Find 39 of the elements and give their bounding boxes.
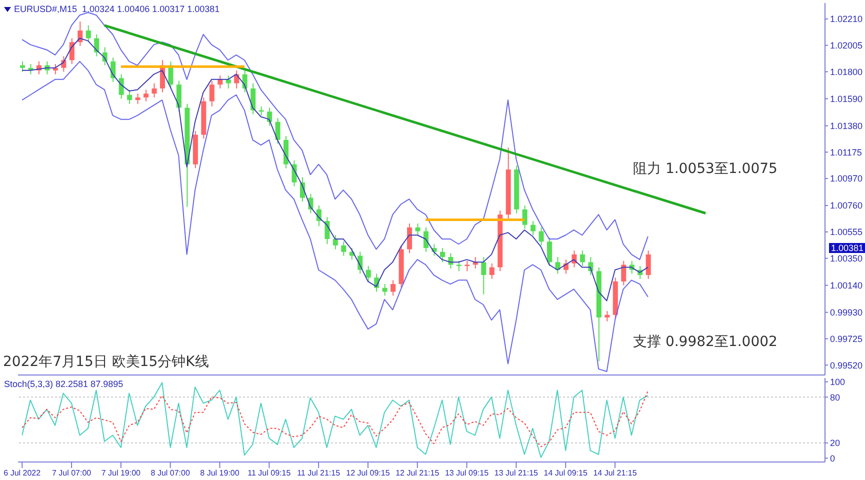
x-tick-label: 7 Jul 19:00 bbox=[101, 468, 142, 478]
line-series bbox=[22, 12, 648, 260]
y-tick-label: 0.99725 bbox=[830, 334, 863, 344]
y-tick-label: 1.02210 bbox=[830, 14, 863, 24]
annotation: 2022年7月15日 欧美15分钟K线 bbox=[3, 353, 209, 371]
x-tick-label: 12 Jul 21:15 bbox=[396, 468, 440, 478]
y-tick-label: 1.01800 bbox=[830, 66, 863, 77]
y-tick-label: 0.99930 bbox=[830, 308, 863, 318]
y-tick-label: 1.00555 bbox=[830, 227, 863, 238]
chart-title: Stoch(5,3,3) 82.2581 87.9895 bbox=[4, 379, 124, 389]
y-tick-label: 1.01175 bbox=[830, 147, 862, 158]
x-tick-label: 13 Jul 09:15 bbox=[444, 468, 490, 478]
y-tick-label: 20 bbox=[830, 438, 840, 448]
x-tick-label: 13 Jul 21:15 bbox=[494, 468, 539, 478]
x-tick-label: 11 Jul 21:15 bbox=[297, 468, 341, 478]
line-series bbox=[22, 390, 648, 448]
x-tick-label: 12 Jul 09:15 bbox=[346, 468, 390, 478]
x-tick-label: 8 Jul 19:00 bbox=[200, 468, 240, 478]
y-tick-label: 100 bbox=[830, 377, 846, 388]
y-tick-label: 1.00970 bbox=[830, 174, 863, 184]
x-tick-label: 11 Jul 09:15 bbox=[248, 468, 292, 478]
text: 1.00381 bbox=[829, 243, 865, 253]
x-tick-label: 6 Jul 2022 bbox=[4, 468, 42, 478]
chart-title: EURUSD#,M15 1.00324 1.00406 1.00317 1.00381 bbox=[14, 4, 220, 14]
x-tick-label: 14 Jul 21:15 bbox=[593, 468, 638, 478]
annotation: 阻力 1.0053至1.0075 bbox=[633, 160, 778, 178]
y-tick-label: 1.01590 bbox=[830, 94, 863, 104]
x-tick-label: 8 Jul 07:00 bbox=[150, 468, 190, 478]
y-tick-label: 1.01380 bbox=[830, 120, 863, 131]
y-tick-label: 80 bbox=[830, 392, 840, 402]
y-tick-label: 0 bbox=[830, 453, 836, 464]
y-tick-label: 1.00140 bbox=[830, 280, 863, 291]
y-tick-label: 1.00350 bbox=[830, 253, 863, 264]
annotation: 支撑 0.9982至1.0002 bbox=[633, 333, 778, 351]
y-tick-label: 0.99520 bbox=[830, 360, 863, 370]
x-tick-label: 14 Jul 09:15 bbox=[544, 468, 588, 478]
x-tick-label: 7 Jul 07:00 bbox=[52, 468, 92, 478]
y-tick-label: 1.02005 bbox=[830, 40, 863, 51]
y-tick-label: 1.00760 bbox=[830, 200, 863, 211]
